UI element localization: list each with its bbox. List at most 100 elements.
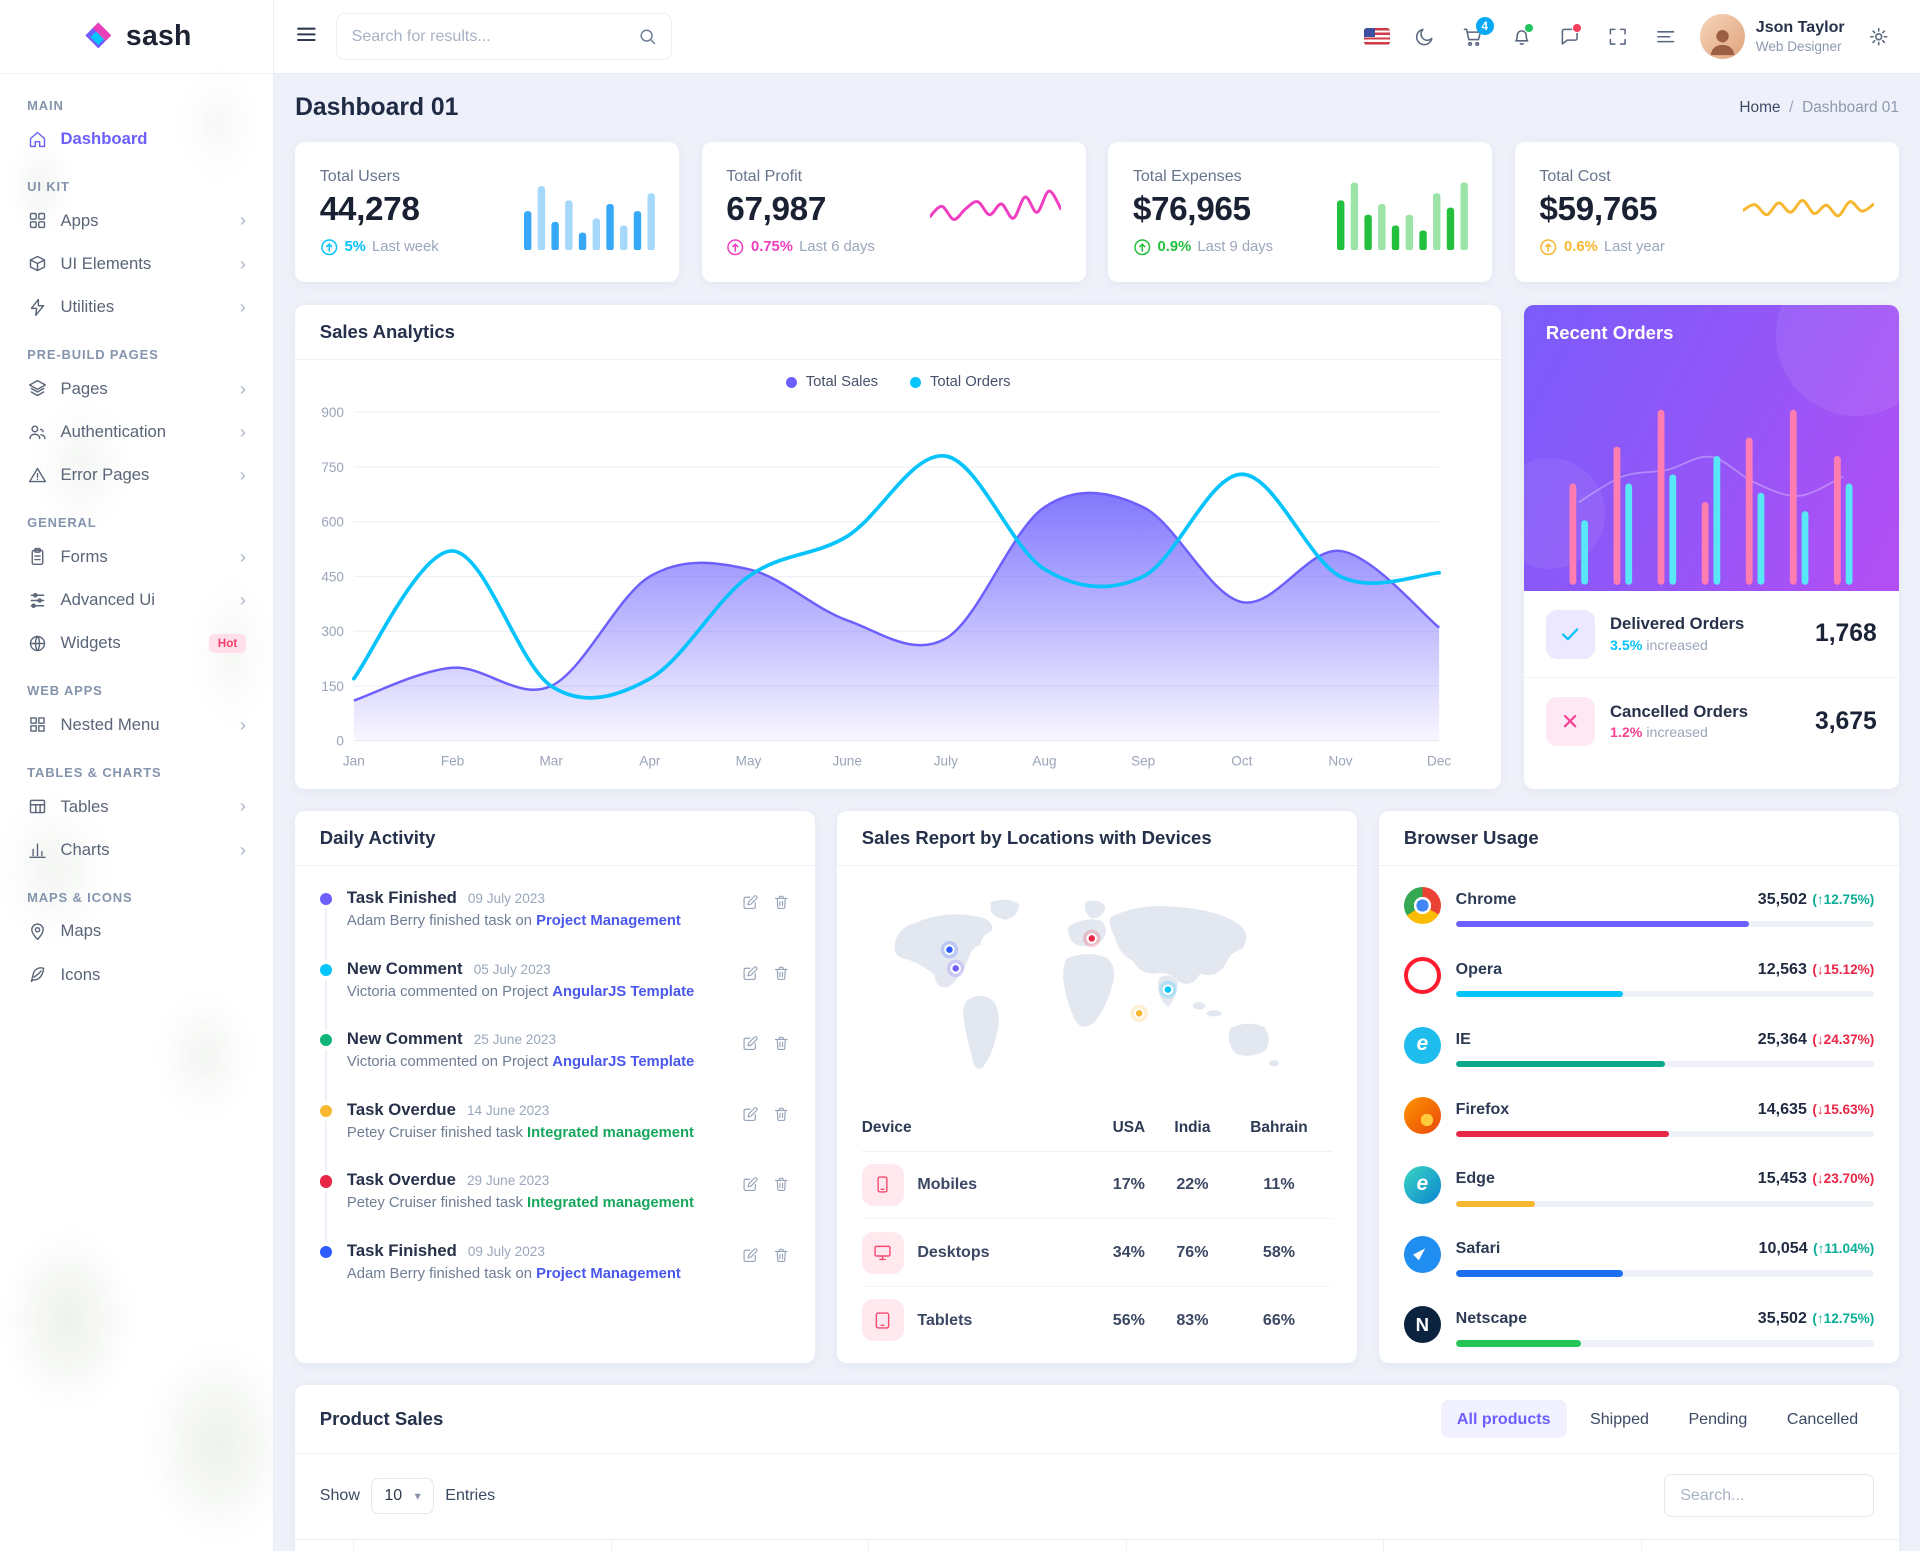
delete-icon[interactable] xyxy=(772,1246,791,1271)
sidebar-item-tables[interactable]: Tables › xyxy=(15,785,258,828)
sidebar-item-dashboard[interactable]: Dashboard xyxy=(15,117,258,160)
tab-pending[interactable]: Pending xyxy=(1672,1400,1763,1439)
usa-value: 17% xyxy=(1098,1150,1160,1219)
edit-icon[interactable] xyxy=(741,893,760,918)
delete-icon[interactable] xyxy=(772,1105,791,1130)
stat-value: 67,987 xyxy=(726,191,826,229)
brand[interactable]: sash xyxy=(0,0,274,75)
product-table-header xyxy=(295,1539,1899,1551)
cart-badge: 4 xyxy=(1475,16,1495,36)
sidebar-item-utilities[interactable]: Utilities › xyxy=(15,286,258,329)
sidebar-item-error-pages[interactable]: Error Pages › xyxy=(15,454,258,497)
delete-icon[interactable] xyxy=(772,964,791,989)
device-row-mobiles: Mobiles 17% 22% 11% xyxy=(861,1150,1333,1219)
activity-item-3: Task Overdue 14 June 2023 Petey Cruiser fi… xyxy=(319,1085,791,1156)
notifications-button[interactable] xyxy=(1500,16,1542,58)
edit-icon[interactable] xyxy=(741,1105,760,1130)
trend-up-circle-icon xyxy=(726,238,745,257)
messages-button[interactable] xyxy=(1548,16,1590,58)
user-menu[interactable]: Json Taylor Web Designer xyxy=(1700,14,1845,59)
activity-date: 05 July 2023 xyxy=(473,961,551,977)
card-title: Product Sales xyxy=(319,1408,444,1430)
edit-icon[interactable] xyxy=(741,1246,760,1271)
activity-link[interactable]: AngularJS Template xyxy=(552,1054,695,1071)
sidebar-item-icons[interactable]: Icons xyxy=(15,953,258,996)
show-label: Show xyxy=(319,1486,360,1505)
table-controls: Show 10 ▾ Entries xyxy=(295,1454,1899,1539)
stat-sparkline-chart xyxy=(1741,174,1876,251)
sales-analytics-card: Sales Analytics Total Sales Total Orders … xyxy=(295,304,1502,789)
legend-total-sales[interactable]: Total Sales xyxy=(785,374,878,390)
sidebar-item-ui-elements[interactable]: UI Elements › xyxy=(15,242,258,285)
sidebar-toggle-button[interactable] xyxy=(294,22,319,52)
sidebar-item-advanced-ui[interactable]: Advanced Ui › xyxy=(15,578,258,621)
india-value: 76% xyxy=(1159,1218,1226,1287)
sidebar-item-authentication[interactable]: Authentication › xyxy=(15,410,258,453)
sidebar-item-charts[interactable]: Charts › xyxy=(15,828,258,871)
svg-text:Oct: Oct xyxy=(1232,754,1253,769)
sidebar-item-label: Dashboard xyxy=(60,129,148,149)
sidebar-item-widgets[interactable]: Widgets Hot xyxy=(15,622,258,665)
right-panel-button[interactable] xyxy=(1645,16,1687,58)
cart-button[interactable]: 4 xyxy=(1452,16,1495,58)
entries-select[interactable]: 10 ▾ xyxy=(371,1477,435,1514)
legend-total-orders[interactable]: Total Orders xyxy=(910,374,1011,390)
header-actions: 4 Json Taylor Web Designer xyxy=(1356,14,1900,59)
delete-icon[interactable] xyxy=(772,1034,791,1059)
browser-value: 15,453 xyxy=(1757,1169,1807,1188)
sidebar-item-pages[interactable]: Pages › xyxy=(15,367,258,410)
sidebar-item-forms[interactable]: Forms › xyxy=(15,535,258,578)
usage-bar xyxy=(1455,1200,1875,1207)
sidebar-item-label: Utilities xyxy=(60,297,115,317)
sidebar-item-nested-menu[interactable]: Nested Menu › xyxy=(15,703,258,746)
settings-button[interactable] xyxy=(1858,16,1900,58)
svg-text:Mar: Mar xyxy=(540,754,564,769)
activity-link[interactable]: Integrated management xyxy=(527,1124,694,1141)
browser-change: (↑11.04%) xyxy=(1813,1241,1875,1257)
activity-item-5: Task Finished 09 July 2023 Adam Berry fini… xyxy=(319,1226,791,1297)
tab-all-products[interactable]: All products xyxy=(1440,1399,1567,1439)
chevron-right-icon: › xyxy=(239,252,246,274)
activity-title: Task Overdue xyxy=(346,1099,456,1119)
delete-icon[interactable] xyxy=(772,893,791,918)
search-icon[interactable] xyxy=(629,18,666,55)
opera-icon xyxy=(1403,956,1441,994)
stat-label: Total Users xyxy=(319,167,401,186)
header-search xyxy=(335,13,672,60)
breadcrumb-home-link[interactable]: Home xyxy=(1739,98,1781,116)
x-icon xyxy=(1545,696,1596,747)
delete-icon[interactable] xyxy=(772,1175,791,1200)
stat-delta: 5% xyxy=(344,239,366,256)
sidebar-item-maps[interactable]: Maps xyxy=(15,910,258,953)
stat-card-total-profit: Total Profit 67,987 0.75% Last 6 days xyxy=(701,141,1086,283)
language-button[interactable] xyxy=(1356,16,1398,58)
table-search-input[interactable] xyxy=(1664,1474,1875,1518)
sidebar-section-title: TABLES & CHARTS xyxy=(27,765,162,781)
order-count: 1,768 xyxy=(1814,620,1877,648)
hamburger-icon xyxy=(296,27,316,41)
sidebar-item-apps[interactable]: Apps › xyxy=(15,199,258,242)
stat-delta-note: Last week xyxy=(372,239,439,256)
activity-link[interactable]: AngularJS Template xyxy=(552,983,695,1000)
trend-up-circle-icon xyxy=(320,238,339,257)
browser-name: Edge xyxy=(1455,1169,1495,1188)
bahrain-value: 66% xyxy=(1225,1285,1333,1354)
dark-mode-button[interactable] xyxy=(1404,16,1446,58)
edit-icon[interactable] xyxy=(741,964,760,989)
search-input[interactable] xyxy=(351,27,629,47)
user-role: Web Designer xyxy=(1755,39,1842,55)
tab-cancelled[interactable]: Cancelled xyxy=(1771,1400,1874,1439)
recent-orders-row-cancelled-orders: Cancelled Orders 1.2% increased 3,675 xyxy=(1523,677,1899,764)
fullscreen-button[interactable] xyxy=(1597,16,1639,58)
tab-shipped[interactable]: Shipped xyxy=(1574,1400,1665,1439)
edit-icon[interactable] xyxy=(741,1034,760,1059)
activity-link[interactable]: Project Management xyxy=(536,1265,681,1282)
activity-link[interactable]: Integrated management xyxy=(527,1195,694,1212)
activity-link[interactable]: Project Management xyxy=(536,913,681,930)
activity-date: 09 July 2023 xyxy=(467,891,545,907)
box-icon xyxy=(27,253,48,274)
sidebar-section-title: GENERAL xyxy=(27,515,97,531)
edit-icon[interactable] xyxy=(741,1175,760,1200)
browser-row-ie: IE 25,364 (↓24.37%) xyxy=(1403,1012,1875,1082)
